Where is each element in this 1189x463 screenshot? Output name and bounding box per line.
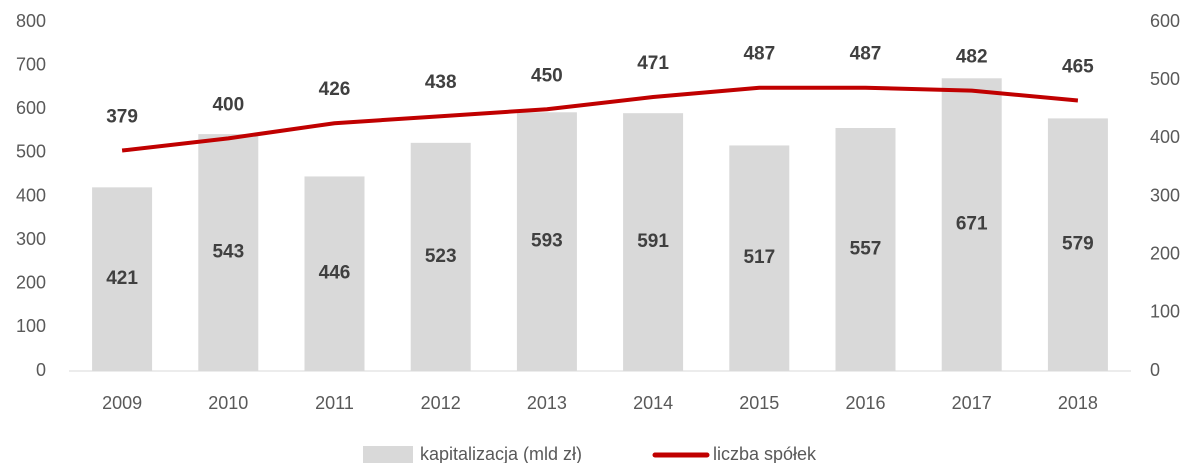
x-tick-label: 2015 <box>739 393 779 413</box>
x-tick-label: 2016 <box>845 393 885 413</box>
bar-value-label: 421 <box>106 268 138 289</box>
y-tick-label: 500 <box>16 142 46 162</box>
y-tick-label: 800 <box>16 11 46 31</box>
y2-tick-label: 600 <box>1150 11 1180 31</box>
y2-tick-label: 500 <box>1150 69 1180 89</box>
bar-value-label: 671 <box>956 214 988 235</box>
bar <box>729 145 790 371</box>
x-tick-label: 2011 <box>315 393 354 413</box>
line-value-label: 450 <box>531 65 563 86</box>
line-value-label: 482 <box>956 47 988 68</box>
bar <box>304 176 365 371</box>
y-tick-label: 600 <box>16 98 46 118</box>
bar-value-label: 593 <box>531 231 563 252</box>
bar-value-label: 543 <box>212 242 244 263</box>
y-tick-label: 400 <box>16 185 46 205</box>
x-tick-label: 2017 <box>952 393 992 413</box>
line-value-label: 471 <box>637 53 669 74</box>
bar-value-label: 446 <box>319 263 351 284</box>
y2-tick-label: 200 <box>1150 243 1180 263</box>
bar-value-label: 557 <box>850 239 882 260</box>
line-value-label: 487 <box>743 44 775 65</box>
bar <box>835 128 896 371</box>
bar <box>410 142 471 371</box>
x-tick-label: 2012 <box>421 393 461 413</box>
line-value-label: 438 <box>425 72 457 93</box>
bar <box>941 78 1002 372</box>
bar <box>1047 118 1108 371</box>
bar <box>92 187 153 371</box>
legend-label: kapitalizacja (mld zł) <box>420 444 582 463</box>
line-value-label: 400 <box>212 94 244 115</box>
line-value-label: 465 <box>1062 57 1094 78</box>
y-tick-label: 200 <box>16 273 46 293</box>
y2-tick-label: 300 <box>1150 185 1180 205</box>
line <box>121 85 1079 153</box>
bar <box>623 113 684 372</box>
line-value-label: 426 <box>319 79 351 100</box>
legend-label: liczba spółek <box>713 444 817 463</box>
x-tick-label: 2009 <box>102 393 142 413</box>
bar-value-label: 591 <box>637 231 669 252</box>
line-value-label: 487 <box>850 44 882 65</box>
line-value-label: 379 <box>106 107 138 128</box>
y-tick-label: 300 <box>16 229 46 249</box>
x-tick-label: 2010 <box>208 393 248 413</box>
bar <box>516 112 577 372</box>
bar-value-label: 579 <box>1062 234 1094 255</box>
y-tick-label: 100 <box>16 316 46 336</box>
legend-swatch <box>363 446 413 463</box>
bar <box>198 134 259 371</box>
y-tick-label: 0 <box>36 360 46 380</box>
x-tick-label: 2014 <box>633 393 673 413</box>
y2-tick-label: 0 <box>1150 360 1160 380</box>
bar-value-label: 523 <box>425 246 457 267</box>
y-tick-label: 700 <box>16 54 46 74</box>
x-tick-label: 2018 <box>1058 393 1098 413</box>
bar-value-label: 517 <box>743 247 775 268</box>
x-tick-label: 2013 <box>527 393 567 413</box>
y2-tick-label: 100 <box>1150 302 1180 322</box>
y2-tick-label: 400 <box>1150 127 1180 147</box>
